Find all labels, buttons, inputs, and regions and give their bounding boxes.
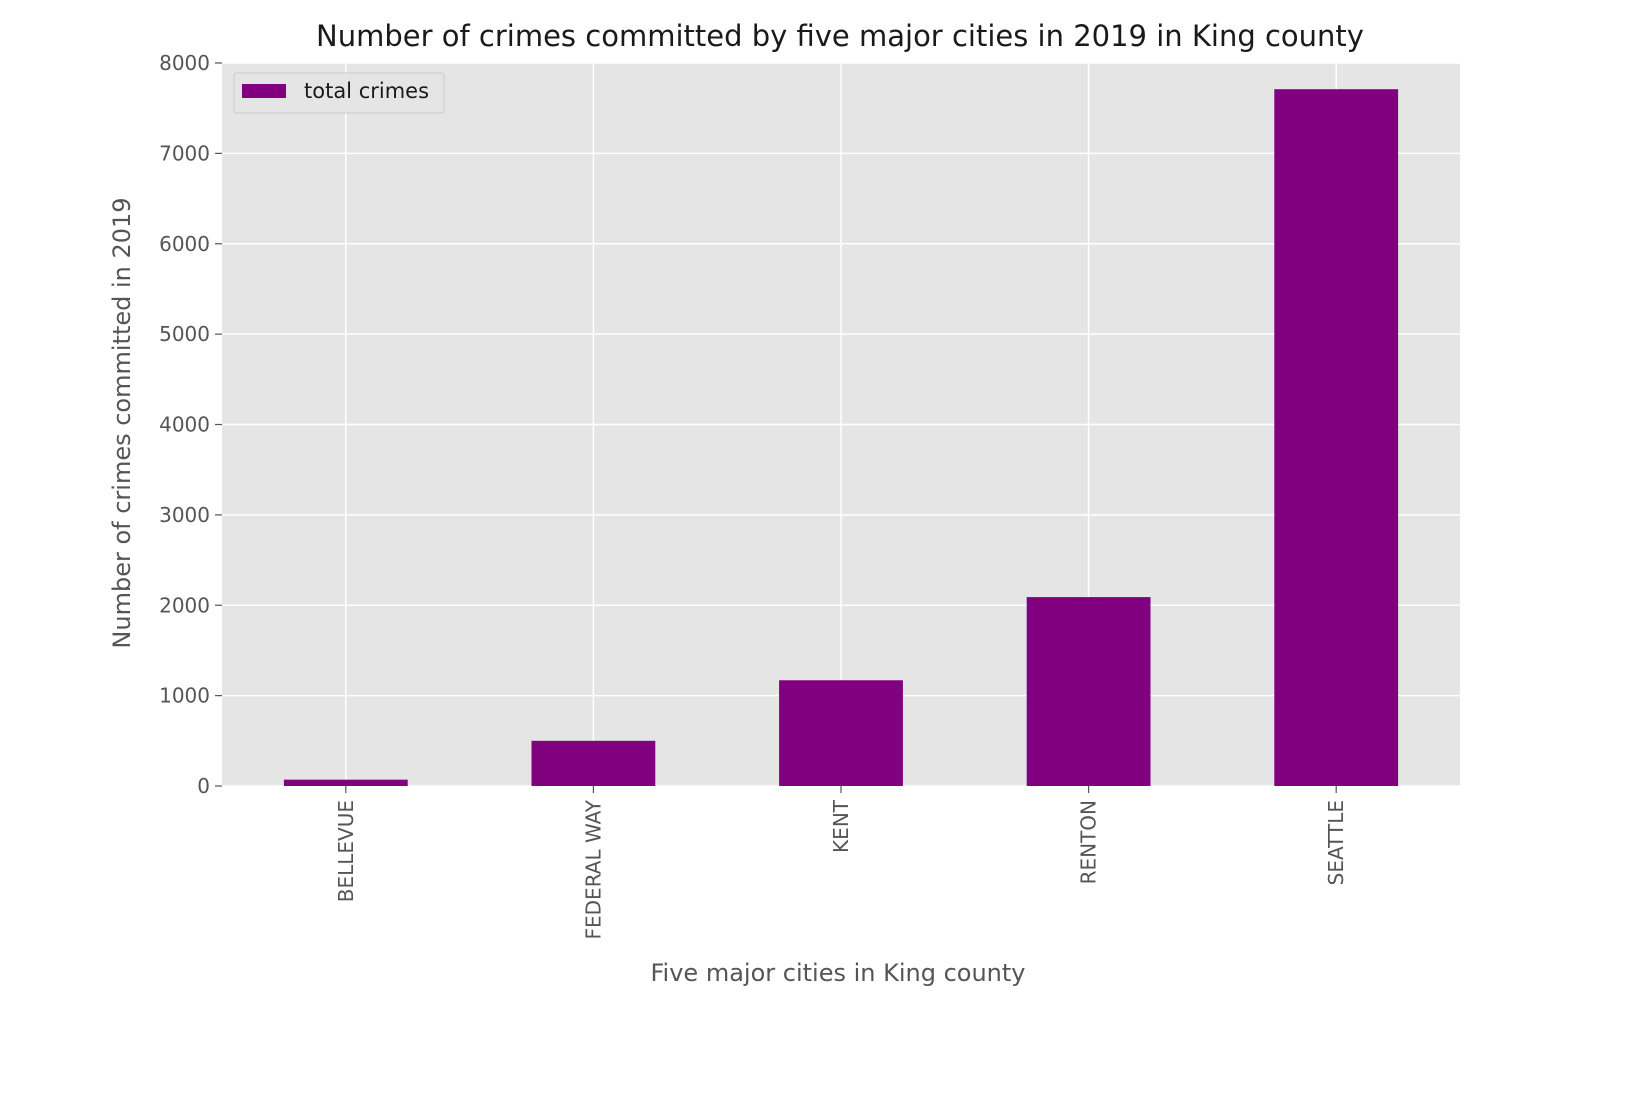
legend-swatch-total-crimes <box>242 84 286 98</box>
legend-label-total-crimes: total crimes <box>304 79 429 103</box>
y-tick-label: 8000 <box>159 51 210 75</box>
x-tick-label: RENTON <box>1077 800 1101 884</box>
y-tick-label: 5000 <box>159 322 210 346</box>
bars <box>283 89 1399 787</box>
y-tick-label: 1000 <box>159 684 210 708</box>
x-tick-label: SEATTLE <box>1324 800 1348 885</box>
x-axis: BELLEVUE FEDERAL WAY KENT RENTON SEATTLE <box>334 786 1348 939</box>
x-tick-label: KENT <box>829 799 853 853</box>
legend-box <box>233 72 445 114</box>
bar-bellevue <box>283 779 408 786</box>
y-tick-label: 0 <box>197 774 210 798</box>
bar-seattle <box>1274 89 1399 787</box>
chart-title: Number of crimes committed by five major… <box>316 19 1364 53</box>
y-tick-label: 2000 <box>159 593 210 617</box>
bar-kent <box>779 680 903 786</box>
legend: total crimes <box>233 72 445 114</box>
bar-federal-way <box>531 740 656 786</box>
y-tick-label: 3000 <box>159 503 210 527</box>
y-tick-label: 6000 <box>159 232 210 256</box>
y-tick-label: 7000 <box>159 141 210 165</box>
y-tick-label: 4000 <box>159 413 210 437</box>
y-axis: 0 1000 2000 3000 4000 5000 6000 7000 8000 <box>159 51 222 798</box>
bar-renton <box>1026 597 1151 786</box>
x-tick-label: BELLEVUE <box>334 800 358 902</box>
x-axis-label: Five major cities in King county <box>651 959 1026 987</box>
x-tick-label: FEDERAL WAY <box>581 799 605 939</box>
y-axis-label: Number of crimes committed in 2019 <box>108 197 136 648</box>
